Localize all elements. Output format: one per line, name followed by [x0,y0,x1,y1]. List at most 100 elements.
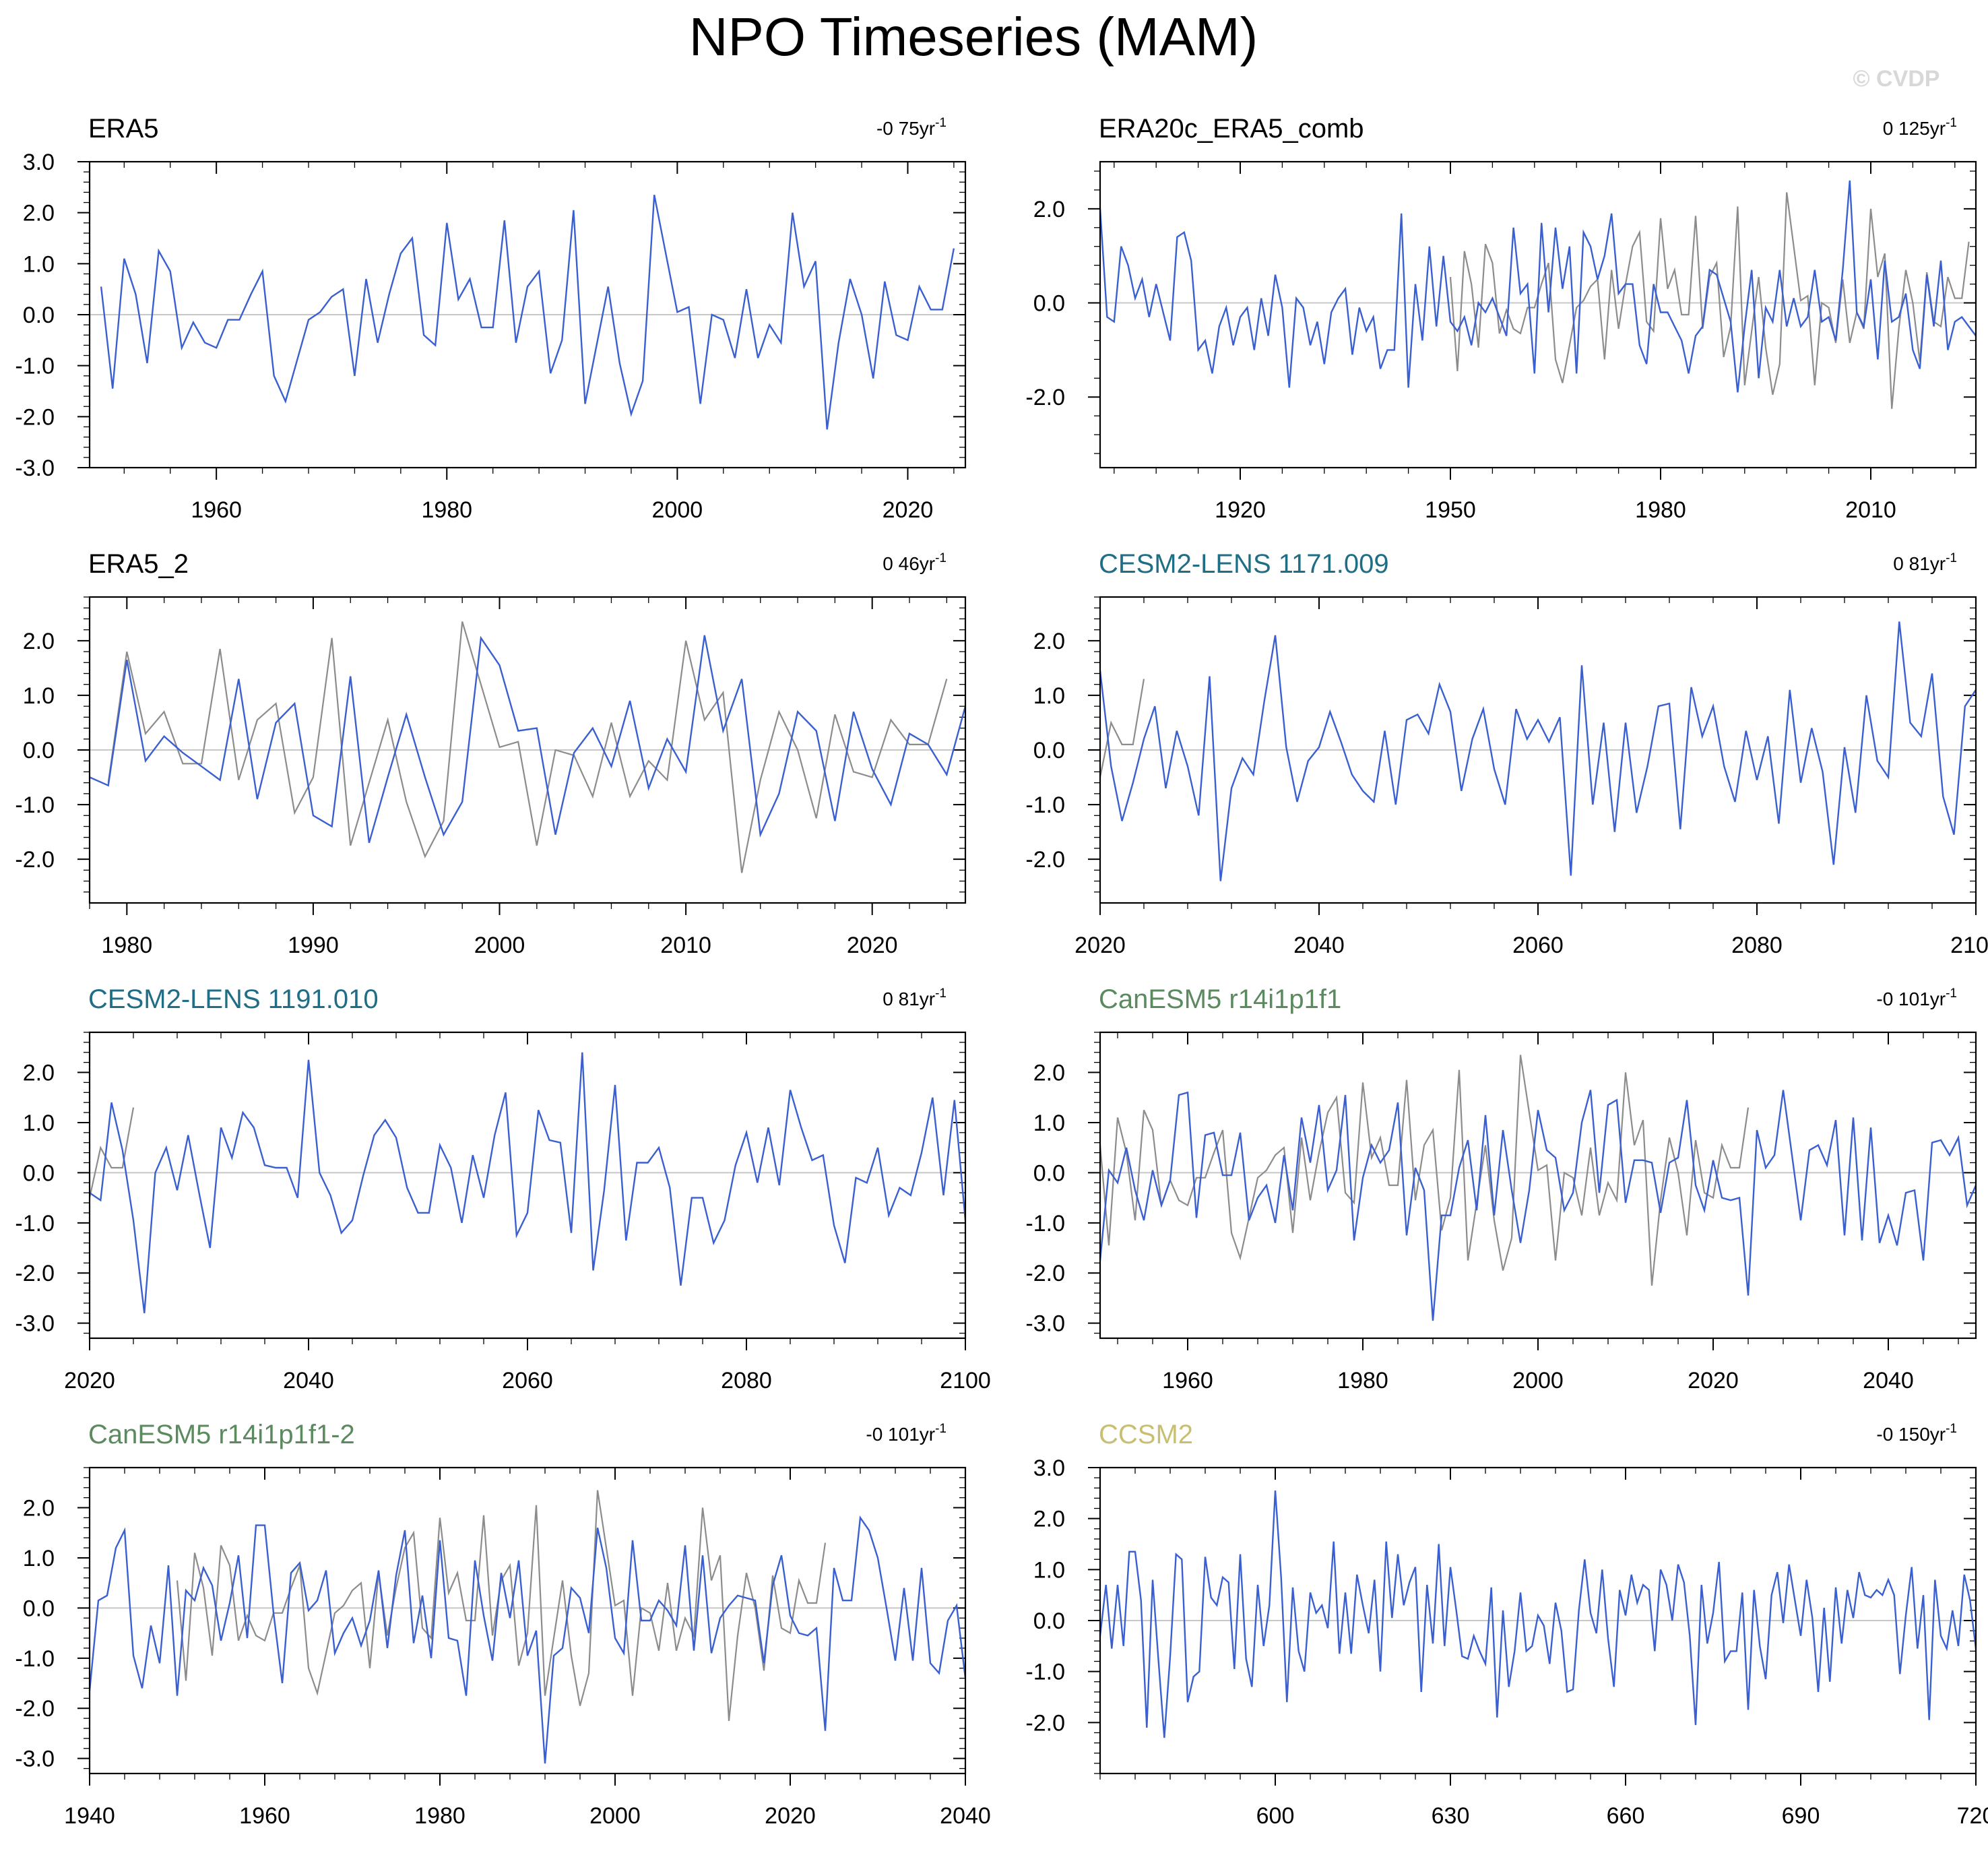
x-tick-label: 2040 [283,1368,334,1393]
y-tick-label: 2.0 [1033,629,1065,654]
x-tick-label: 1990 [288,933,339,958]
chart-panel: ERA20c_ERA5_comb 0 125yr-1 2.0 0.0 -2.0 1920 1… [1025,114,1977,523]
x-tick-label: 1980 [1337,1368,1388,1393]
y-tick-label: 1.0 [1033,683,1065,709]
obs-series-line [90,1107,135,1198]
x-tick-label: 2020 [1688,1368,1739,1393]
y-tick-label: 0.0 [1033,1608,1065,1634]
trend-exponent: -1 [935,551,947,565]
y-tick-label: 2.0 [23,1496,55,1521]
plot-frame [1099,596,1977,904]
x-tick-label: 600 [1256,1803,1295,1829]
trend-exponent: -1 [1946,551,1957,565]
trend-value: 0 81yr [1893,553,1946,574]
y-tick-label: -3.0 [15,456,55,481]
x-tick-label: 1950 [1425,497,1476,523]
x-tick-label: 690 [1782,1803,1820,1829]
y-tick-label: -2.0 [15,847,55,873]
x-tick-label: 2100 [940,1368,991,1393]
figure-title: NPO Timeseries (MAM) [689,7,1258,67]
trend-exponent: -1 [935,116,947,130]
trend-label: -0 75yr-1 [876,116,947,139]
trend-exponent: -1 [935,1422,947,1436]
y-tick-label: 1.0 [23,1110,55,1136]
x-tick-label: 2000 [589,1803,641,1829]
x-tick-label: 2100 [1950,933,1988,958]
x-tick-label: 1960 [1162,1368,1213,1393]
x-tick-label: 2080 [721,1368,772,1393]
panels: ERA5 -0 75yr-13.02.01.00.0-1.0-2.0-3.0196… [15,114,1988,1829]
trend-exponent: -1 [935,986,947,1001]
x-tick-label: 2020 [64,1368,115,1393]
plot-frame [88,596,967,904]
y-tick-label: -1.0 [1025,1211,1065,1236]
x-tick-label: 1940 [64,1803,115,1829]
y-tick-label: -2.0 [1025,847,1065,873]
trend-value: -0 150yr [1876,1424,1946,1445]
x-tick-label: 630 [1432,1803,1470,1829]
chart-panel: CanESM5 r14i1p1f1-2 -0 101yr-1 2.0 1.0 0.0 -1… [15,1420,991,1829]
x-tick-label: 2060 [502,1368,553,1393]
model-series-line [1100,1090,1976,1321]
x-tick-label: 2040 [1863,1368,1914,1393]
plot-frame [1099,1031,1977,1340]
plot-frame [1099,1466,1977,1775]
model-series-line [1100,621,1976,881]
trend-label: -0 150yr-1 [1876,1422,1957,1445]
y-tick-label: 0.0 [1033,1160,1065,1186]
panel-title: ERA20c_ERA5_comb [1099,114,1364,144]
trend-exponent: -1 [1946,986,1957,1001]
y-tick-label: -3.0 [15,1311,55,1337]
panel-title: CCSM2 [1099,1420,1193,1449]
x-tick-label: 1920 [1215,497,1266,523]
y-tick-label: -1.0 [15,792,55,818]
model-series-line [1100,180,1976,393]
trend-value: 0 81yr [883,989,935,1009]
y-tick-label: -1.0 [15,354,55,379]
trend-label: 0 46yr-1 [883,551,947,574]
panel-title: CESM2-LENS 1171.009 [1099,549,1389,579]
x-tick-label: 2010 [660,933,711,958]
y-tick-label: 1.0 [23,1546,55,1571]
trend-value: 0 125yr [1883,118,1946,139]
y-tick-label: -1.0 [15,1646,55,1672]
trend-exponent: -1 [1946,116,1957,130]
trend-exponent: -1 [1946,1422,1957,1436]
trend-value: -0 101yr [1876,989,1946,1009]
chart-panel: ERA5_2 0 46yr-1 2.0 1.0 0.0 -1.0 -2.0 1980 1990 2… [15,549,967,958]
x-tick-label: 2060 [1512,933,1564,958]
chart-panel: CESM2-LENS 1171.009 0 81yr-1 2.0 1.0 0.0 -1.0… [1025,549,1988,958]
x-tick-label: 660 [1607,1803,1645,1829]
y-tick-label: -3.0 [15,1747,55,1772]
y-tick-label: -1.0 [1025,1660,1065,1685]
x-tick-label: 1960 [239,1803,290,1829]
x-tick-label: 2040 [940,1803,991,1829]
y-tick-label: 2.0 [1033,1507,1065,1532]
y-tick-label: -2.0 [15,1696,55,1722]
y-tick-label: -2.0 [15,404,55,430]
chart-panel: CanESM5 r14i1p1f1 -0 101yr-1 2.0 1.0 0.0 -1.0… [1025,984,1977,1393]
model-series-line [90,1052,965,1313]
x-tick-label: 2020 [883,497,934,523]
trend-value: 0 46yr [883,553,935,574]
watermark: © CVDP [1853,66,1940,92]
plot-frame [88,1466,967,1775]
y-tick-label: 3.0 [1033,1455,1065,1481]
y-tick-label: 3.0 [23,150,55,175]
y-tick-label: 2.0 [23,201,55,226]
y-tick-label: -1.0 [1025,792,1065,818]
y-tick-label: -2.0 [1025,1261,1065,1286]
x-tick-label: 1960 [191,497,242,523]
y-tick-label: 0.0 [1033,291,1065,317]
trend-label: -0 101yr-1 [866,1422,947,1445]
trend-label: -0 101yr-1 [1876,986,1957,1009]
plot-frame [88,1031,967,1340]
x-tick-label: 2010 [1845,497,1896,523]
y-tick-label: 2.0 [1033,1061,1065,1086]
y-tick-label: 1.0 [23,251,55,277]
y-tick-label: 1.0 [23,683,55,709]
y-tick-label: 0.0 [23,303,55,328]
y-tick-label: 0.0 [23,1160,55,1186]
trend-label: 0 125yr-1 [1883,116,1957,139]
trend-label: 0 81yr-1 [1893,551,1957,574]
